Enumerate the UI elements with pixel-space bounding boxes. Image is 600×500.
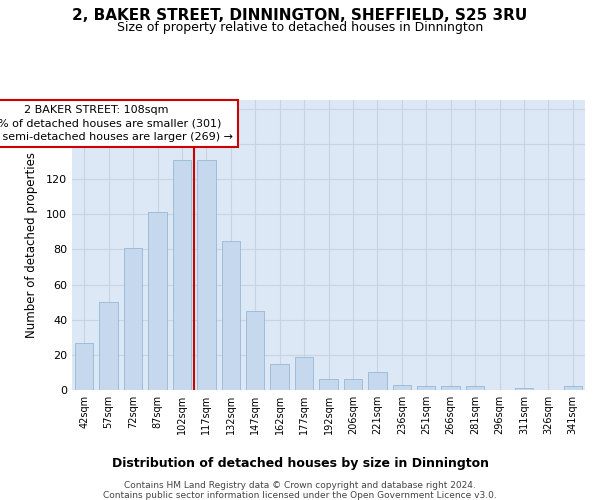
Bar — [75, 342, 94, 390]
Bar — [173, 160, 191, 390]
Bar — [100, 302, 118, 390]
Bar — [271, 364, 289, 390]
Text: 2, BAKER STREET, DINNINGTON, SHEFFIELD, S25 3RU: 2, BAKER STREET, DINNINGTON, SHEFFIELD, … — [73, 8, 527, 22]
Bar — [392, 384, 411, 390]
Bar — [417, 386, 436, 390]
Bar — [124, 248, 142, 390]
Bar — [295, 356, 313, 390]
Text: Distribution of detached houses by size in Dinnington: Distribution of detached houses by size … — [112, 458, 488, 470]
Text: Size of property relative to detached houses in Dinnington: Size of property relative to detached ho… — [117, 21, 483, 34]
Bar — [515, 388, 533, 390]
Bar — [466, 386, 484, 390]
Bar — [246, 311, 265, 390]
Y-axis label: Number of detached properties: Number of detached properties — [25, 152, 38, 338]
Bar — [148, 212, 167, 390]
Bar — [563, 386, 582, 390]
Text: 2 BAKER STREET: 108sqm
← 52% of detached houses are smaller (301)
46% of semi-de: 2 BAKER STREET: 108sqm ← 52% of detached… — [0, 106, 233, 142]
Bar — [344, 380, 362, 390]
Bar — [319, 380, 338, 390]
Text: Contains HM Land Registry data © Crown copyright and database right 2024.: Contains HM Land Registry data © Crown c… — [124, 481, 476, 490]
Bar — [221, 240, 240, 390]
Bar — [368, 372, 386, 390]
Bar — [197, 160, 215, 390]
Text: Contains public sector information licensed under the Open Government Licence v3: Contains public sector information licen… — [103, 491, 497, 500]
Bar — [442, 386, 460, 390]
